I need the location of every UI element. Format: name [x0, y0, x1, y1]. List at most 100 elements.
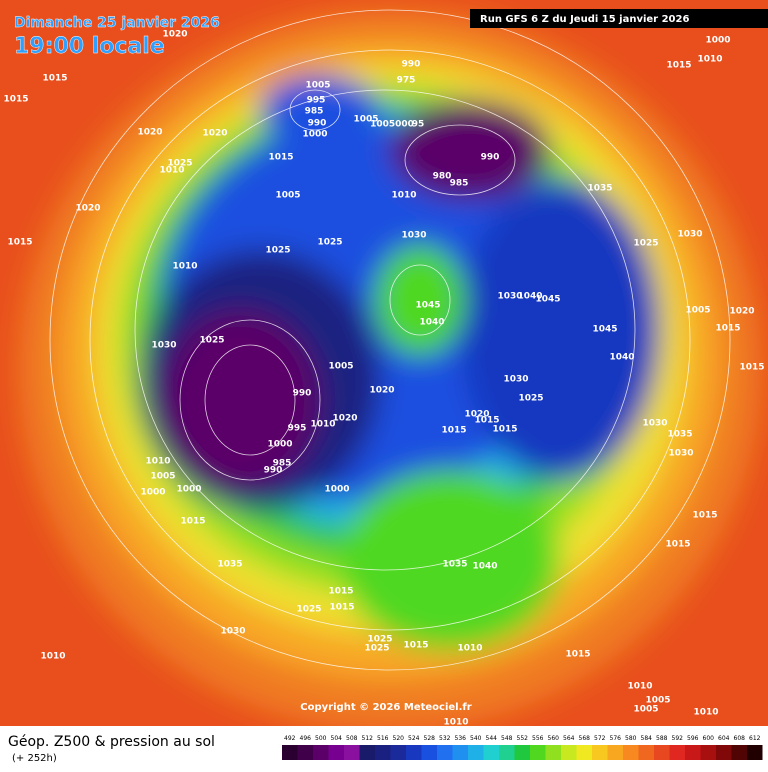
pressure-label: 1010	[457, 644, 482, 654]
scale-label: 596	[687, 735, 699, 742]
pressure-label: 1025	[364, 644, 389, 654]
color-scale: 492 496 500 504 508 512 516 520 524 528 532 536 540 5…	[282, 735, 763, 760]
pressure-label: 1035	[442, 560, 467, 570]
pressure-label: 1030	[401, 231, 426, 241]
pressure-label: 1015	[692, 511, 717, 521]
scale-label: 496	[300, 735, 312, 742]
run: Run GFS 6 Z du Jeudi 15 janvier 2026	[480, 14, 689, 25]
pressure-label: 1010	[310, 420, 335, 430]
pressure-label: 1045	[535, 295, 560, 305]
pressure-label: 1015	[441, 426, 466, 436]
pressure-label: 1040	[419, 318, 444, 328]
pressure-label: 1025	[199, 336, 224, 346]
pressure-label: 1025	[633, 239, 658, 249]
scale-cell	[297, 745, 313, 760]
pressure-label: 1015	[715, 324, 740, 334]
pressure-label: 1025	[367, 635, 392, 645]
pressure-label: 1005	[353, 115, 378, 125]
pressure-label: 1045	[592, 325, 617, 335]
pressure-label: 995	[288, 424, 307, 434]
scale-label: 540	[470, 735, 482, 742]
pressure-label: 1015	[42, 74, 67, 84]
scale-cell	[669, 745, 685, 760]
pressure-label: 1030	[503, 375, 528, 385]
scale-cell	[421, 745, 437, 760]
scale-label: 536	[455, 735, 467, 742]
pressure-label: 1010	[40, 652, 65, 662]
scale-cell	[576, 745, 592, 760]
scale-cell	[499, 745, 515, 760]
scale-cell	[638, 745, 654, 760]
scale-label: 592	[672, 735, 684, 742]
pressure-label: 1005	[275, 191, 300, 201]
pressure-label: 1025	[317, 238, 342, 248]
pressure-label: 1030	[677, 230, 702, 240]
scale-cell	[592, 745, 608, 760]
pressure-label: 1015	[474, 416, 499, 426]
pressure-label: 1020	[464, 410, 489, 420]
pressure-label: 1010	[697, 55, 722, 65]
pressure-label: 1020	[369, 386, 394, 396]
scale-label: 528	[424, 735, 436, 742]
isobars	[49, 9, 731, 671]
pressure-label: 1030	[642, 419, 667, 429]
lead-time: (+ 252h)	[12, 753, 57, 764]
pressure-label: 1030	[497, 292, 522, 302]
pressure-label: 1000	[140, 488, 165, 498]
pressure-label: 990	[481, 153, 500, 163]
pressure-label: 1010	[159, 166, 184, 176]
scale-label: 552	[517, 735, 529, 742]
scale-cell	[328, 745, 344, 760]
scale-cell	[452, 745, 468, 760]
scale-cell	[406, 745, 422, 760]
pressure-label: 1005	[645, 696, 670, 706]
pressure-label: 1015	[565, 650, 590, 660]
date: Dimanche 25 janvier 2026	[14, 15, 220, 31]
pressure-label: 1010	[443, 718, 468, 728]
pressure-label: 1015	[329, 603, 354, 613]
scale-cell	[359, 745, 375, 760]
pressure-label: 1010	[627, 682, 652, 692]
pressure-label: 985	[450, 179, 469, 189]
pressure-label: 1025	[296, 605, 321, 615]
pressure-label: 995	[307, 96, 326, 106]
pressure-label: 1010	[145, 457, 170, 467]
scale-cell	[530, 745, 546, 760]
scale-cell	[344, 745, 360, 760]
pressure-label: 1045	[415, 301, 440, 311]
pressure-label: 1030	[668, 449, 693, 459]
scale-label: 556	[532, 735, 544, 742]
pressure-label: 990	[293, 389, 312, 399]
scale-label: 572	[594, 735, 606, 742]
pressure-label: 1035	[667, 430, 692, 440]
pressure-label: 1015	[268, 153, 293, 163]
pressure-label: 1000	[324, 485, 349, 495]
scale-cell	[716, 745, 732, 760]
pressure-label: 95	[412, 120, 425, 130]
pressure-label: 985	[305, 107, 324, 117]
pressure-label: 1015	[328, 587, 353, 597]
scale-cell	[313, 745, 329, 760]
scale-cell	[390, 745, 406, 760]
pressure-label: 1000	[302, 130, 327, 140]
pressure-label: 975	[397, 76, 416, 86]
pressure-label: 1025	[167, 159, 192, 169]
pressure-label: 990	[402, 60, 421, 70]
scale-cell	[468, 745, 484, 760]
pressure-label: 1015	[7, 238, 32, 248]
pressure-label: 990	[264, 466, 283, 476]
pressure-label: 1005	[685, 306, 710, 316]
scale-label: 492	[284, 735, 296, 742]
pressure-label: 1025	[265, 246, 290, 256]
pressure-label: 1005	[328, 362, 353, 372]
scale-label: 544	[486, 735, 498, 742]
scale-label: 604	[718, 735, 730, 742]
scale-cell	[700, 745, 716, 760]
scale-cell	[375, 745, 391, 760]
pressure-label: 1020	[202, 129, 227, 139]
scale-label: 580	[625, 735, 637, 742]
pressure-label: 1020	[162, 30, 187, 40]
